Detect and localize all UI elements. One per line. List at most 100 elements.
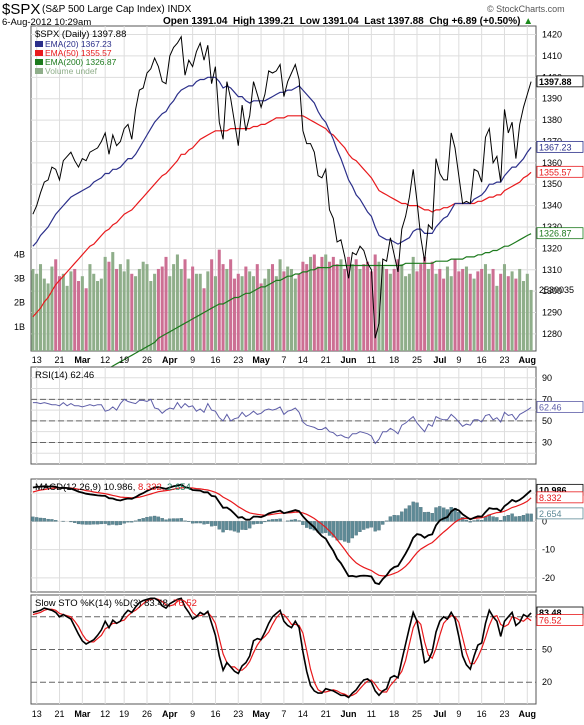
volume-bar bbox=[377, 261, 381, 351]
volume-bar bbox=[529, 289, 533, 351]
volume-bar bbox=[99, 278, 103, 351]
volume-bar bbox=[328, 261, 332, 351]
volume-bar bbox=[442, 278, 446, 351]
rsi-last-value: 62.46 bbox=[539, 402, 562, 412]
date-axis: 13 21 Mar 12 19 26 Apr 9 16 23 May 7 14 21 Jun 11 18 25 Ju… bbox=[32, 709, 536, 719]
volume-bar bbox=[404, 276, 408, 351]
macd-histogram-bar bbox=[464, 519, 469, 522]
rsi-tick-label: 30 bbox=[542, 437, 552, 447]
volume-bar bbox=[198, 273, 202, 351]
volume-bar bbox=[373, 254, 377, 351]
macd-last-value: 8.332 bbox=[539, 493, 562, 503]
volume-bar bbox=[183, 259, 187, 351]
macd-tick-label: 0 bbox=[542, 516, 547, 526]
price-tick-label: 1340 bbox=[542, 201, 562, 211]
macd-histogram-bar bbox=[411, 501, 415, 522]
volume-bar bbox=[510, 271, 514, 351]
macd-signal-line bbox=[32, 487, 532, 577]
volume-bar bbox=[210, 259, 214, 351]
volume-bar bbox=[464, 266, 468, 351]
price-last-value-box bbox=[536, 140, 584, 153]
volume-bar bbox=[270, 264, 275, 351]
date-tick-label: Mar bbox=[74, 355, 91, 365]
date-tick-label: 23 bbox=[499, 355, 509, 365]
volume-bar bbox=[69, 271, 73, 351]
volume-bar bbox=[419, 264, 423, 351]
macd-histogram-bar bbox=[384, 520, 389, 522]
sto-legend: Slow STO %K(14) %D(3) 83.48, 76.52 bbox=[35, 598, 197, 609]
macd-histogram-bar bbox=[293, 519, 297, 522]
volume-bar bbox=[495, 285, 499, 351]
volume-bar bbox=[202, 288, 206, 351]
volume-bar bbox=[430, 261, 434, 351]
macd-histogram-bar bbox=[179, 518, 183, 522]
legend-swatch bbox=[35, 59, 43, 65]
macd-histogram-bar bbox=[396, 515, 400, 522]
price-last-value-box bbox=[536, 165, 584, 178]
ema200-line bbox=[32, 233, 532, 416]
volume-bar bbox=[343, 268, 347, 351]
volume-bar bbox=[92, 273, 96, 351]
macd-histogram-bar bbox=[168, 518, 172, 522]
macd-line bbox=[32, 483, 532, 586]
volume-bar bbox=[77, 281, 81, 351]
date-tick-label: 14 bbox=[298, 355, 308, 365]
macd-tick-label: -10 bbox=[542, 545, 555, 555]
macd-histogram-bar bbox=[88, 521, 92, 525]
date-tick-label: 9 bbox=[190, 355, 195, 365]
volume-bar bbox=[31, 268, 35, 351]
macd-histogram-bar bbox=[343, 521, 347, 542]
date-tick-label: 16 bbox=[477, 355, 487, 365]
macd-histogram-bar bbox=[457, 511, 461, 522]
macd-histogram-bar bbox=[99, 521, 104, 525]
volume-bar bbox=[156, 268, 160, 351]
quote-high: High 1399.21 bbox=[233, 16, 295, 27]
volume-bar bbox=[297, 273, 301, 351]
sto-legend-part: Slow STO %K(14) %D(3) bbox=[35, 598, 141, 609]
volume-bar bbox=[194, 273, 198, 351]
volume-bar bbox=[107, 261, 111, 351]
volume-bar bbox=[172, 264, 176, 351]
volume-bar bbox=[282, 271, 286, 351]
volume-bar bbox=[145, 264, 149, 351]
date-tick-label: May bbox=[252, 709, 270, 719]
volume-bar bbox=[213, 276, 217, 351]
volume-bar bbox=[289, 268, 294, 351]
macd-histogram-bar bbox=[358, 521, 362, 532]
date-tick-label: 18 bbox=[389, 355, 399, 365]
price-tick-label: 1420 bbox=[542, 30, 562, 40]
volume-bar bbox=[392, 268, 396, 351]
macd-histogram-bar bbox=[221, 521, 225, 533]
macd-histogram-bar bbox=[84, 521, 88, 525]
date-tick-label: Mar bbox=[74, 709, 91, 719]
date-tick-label: 9 bbox=[456, 709, 461, 719]
date-tick-label: 19 bbox=[119, 709, 129, 719]
macd-histogram-bar bbox=[362, 521, 366, 530]
macd-histogram-bar bbox=[502, 516, 507, 522]
macd-histogram-bar bbox=[232, 521, 237, 532]
volume-bar bbox=[65, 285, 69, 351]
macd-histogram-bar bbox=[42, 518, 46, 522]
macd-histogram-bar bbox=[419, 507, 423, 522]
macd-last-value: 2.654 bbox=[539, 509, 562, 519]
macd-legend-part: MACD(12,26,9) bbox=[35, 482, 101, 493]
volume-bar bbox=[309, 256, 313, 351]
macd-last-value: 10.986 bbox=[539, 485, 567, 495]
up-arrow-icon: ▲ bbox=[523, 16, 534, 27]
macd-histogram-bar bbox=[267, 519, 271, 522]
date-tick-label: Aug bbox=[519, 355, 537, 365]
volume-bar bbox=[426, 268, 430, 351]
volume-bar bbox=[168, 276, 172, 351]
symbol: $SPX bbox=[2, 1, 41, 18]
volume-bar bbox=[369, 271, 373, 351]
legend-swatch bbox=[35, 68, 43, 74]
volume-bar bbox=[316, 266, 320, 351]
macd-histogram-bar bbox=[301, 521, 305, 525]
macd-histogram-bar bbox=[126, 521, 130, 523]
quote-bar: Open 1391.04 High 1399.21 Low 1391.04 La… bbox=[163, 16, 533, 27]
macd-histogram-bar bbox=[111, 521, 115, 525]
macd-histogram-bar bbox=[209, 521, 214, 527]
volume-bar bbox=[217, 249, 221, 351]
macd-tick-label: -20 bbox=[542, 573, 555, 583]
